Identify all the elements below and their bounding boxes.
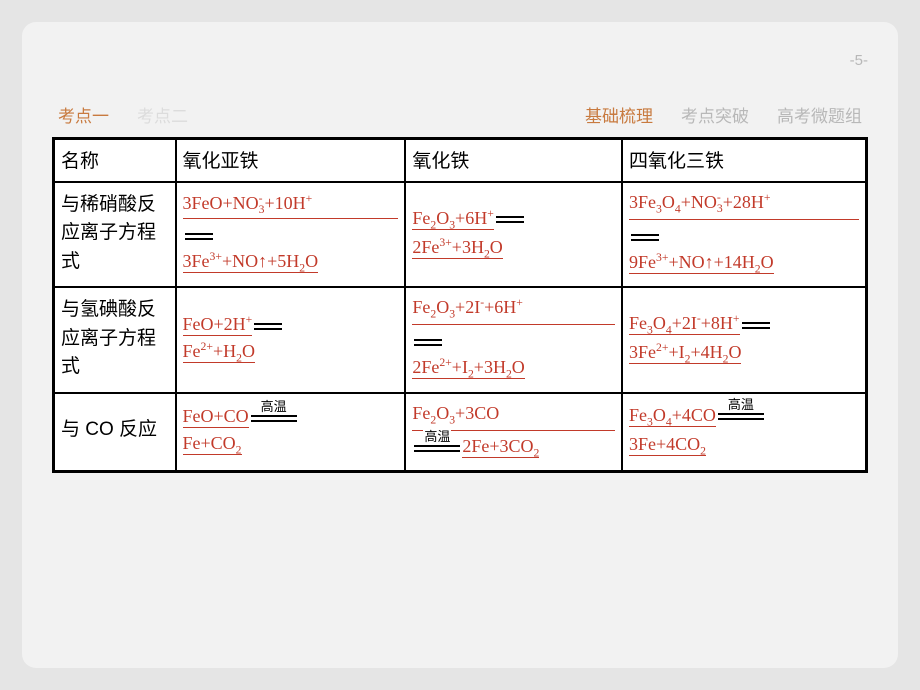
cell-r1c3: 3Fe3O4+NO-3+28H+ 9Fe3++NO↑+14H2O [622,182,866,287]
reaction-table: 名称 氧化亚铁 氧化铁 四氧化三铁 与稀硝酸反应离子方程式 3FeO+NO-3+… [52,137,868,473]
tab-tupo[interactable]: 考点突破 [681,102,749,127]
cell-r2c2: Fe2O3+2I-+6H+ 2Fe2++I2+3H2O [405,287,622,392]
tab-kaodian-2[interactable]: 考点二 [137,102,188,127]
header-fe2o3: 氧化铁 [405,139,622,183]
cell-r1c1: 3FeO+NO-3+10H+ 3Fe3++NO↑+5H2O [176,182,406,287]
right-tabs: 基础梳理 考点突破 高考微题组 [585,102,862,127]
tab-jichu[interactable]: 基础梳理 [585,102,653,127]
cell-r1c2: Fe2O3+6H+ 2Fe3++3H2O [405,182,622,287]
equals-icon: 高温 [251,411,297,425]
tabs-row: 考点一 考点二 基础梳理 考点突破 高考微题组 [52,102,868,127]
row-label-hno3: 与稀硝酸反应离子方程式 [54,182,176,287]
cell-r3c3: Fe3O4+4CO高温 3Fe+4CO2 [622,393,866,472]
header-fe3o4: 四氧化三铁 [622,139,866,183]
equals-icon [254,319,282,333]
equals-icon: 高温 [414,441,460,455]
slide-container: -5- 考点一 考点二 基础梳理 考点突破 高考微题组 名称 氧化亚铁 氧化铁 … [22,22,898,668]
table-row: 与氢碘酸反应离子方程式 FeO+2H+ Fe2++H2O Fe2O3+2I-+6… [54,287,867,392]
equals-icon [742,318,770,332]
equals-icon [631,230,659,244]
cell-r3c1: FeO+CO高温 Fe+CO2 [176,393,406,472]
row-label-hi: 与氢碘酸反应离子方程式 [54,287,176,392]
equals-icon [414,335,442,349]
table-row: 与 CO 反应 FeO+CO高温 Fe+CO2 Fe2O3+3CO 高温2Fe+… [54,393,867,472]
tab-weiti[interactable]: 高考微题组 [777,102,862,127]
table-row: 与稀硝酸反应离子方程式 3FeO+NO-3+10H+ 3Fe3++NO↑+5H2… [54,182,867,287]
row-label-co: 与 CO 反应 [54,393,176,472]
left-tabs: 考点一 考点二 [58,102,188,127]
header-name: 名称 [54,139,176,183]
header-feo: 氧化亚铁 [176,139,406,183]
equals-icon [185,229,213,243]
equals-icon: 高温 [718,409,764,423]
table-header-row: 名称 氧化亚铁 氧化铁 四氧化三铁 [54,139,867,183]
tab-kaodian-1[interactable]: 考点一 [58,102,109,127]
equals-icon [496,212,524,226]
page-number: -5- [850,52,868,69]
cell-r3c2: Fe2O3+3CO 高温2Fe+3CO2 [405,393,622,472]
cell-r2c3: Fe3O4+2I-+8H+ 3Fe2++I2+4H2O [622,287,866,392]
cell-r2c1: FeO+2H+ Fe2++H2O [176,287,406,392]
